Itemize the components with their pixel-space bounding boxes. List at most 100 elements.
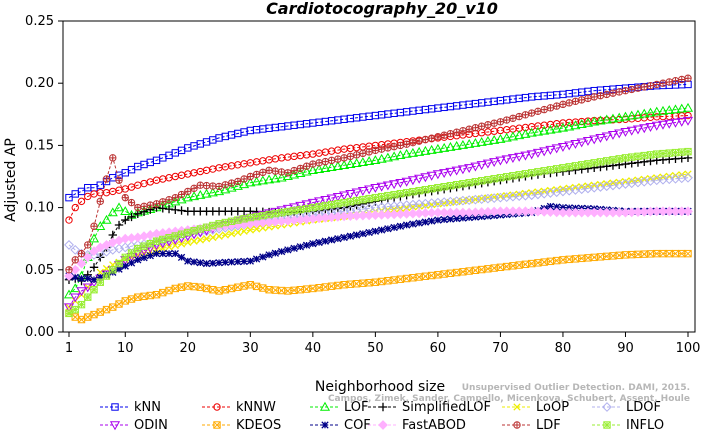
data-point [470,162,481,172]
data-point [395,150,406,160]
data-point [484,176,492,184]
data-point [584,94,592,103]
legend-item-loop: LoOP [502,400,569,415]
data-point [171,241,179,250]
x-tick-label: 90 [617,341,634,356]
data-point [470,137,481,147]
data-point [445,167,456,177]
data-point [115,300,123,308]
data-point [234,177,242,186]
data-point [252,225,261,233]
data-point [540,258,548,266]
data-point [302,204,311,213]
series-kdeos [65,249,692,324]
data-point [209,221,217,230]
data-point [426,144,437,154]
data-point [464,164,475,174]
data-point [584,160,592,168]
legend-label: LoOP [536,400,569,415]
data-point [415,137,423,145]
data-point [84,192,92,201]
data-point [265,166,273,174]
data-point [520,151,531,161]
data-point [184,144,192,152]
data-point [615,155,623,163]
data-point [209,233,217,242]
data-point [521,111,530,119]
data-point [295,168,306,177]
data-point [340,154,348,162]
data-point [121,262,129,270]
legend-marker [602,402,612,412]
legend-item-kdeos: KDEOS [202,418,281,433]
data-point [246,226,254,234]
data-point [678,75,686,84]
data-point [240,215,248,223]
data-point [246,213,255,222]
data-point [545,124,556,134]
data-point [77,197,86,206]
data-point [246,281,255,289]
data-point [221,218,230,227]
data-point [357,186,368,196]
data-point [77,187,86,196]
data-point [382,152,393,162]
series-inflo [65,147,692,318]
data-point [534,168,542,176]
data-point [459,180,467,188]
data-point [527,169,536,177]
legend-label: LDOF [626,400,661,415]
data-point [434,183,442,192]
data-point [140,254,148,262]
data-point [214,186,225,196]
data-point [532,126,543,136]
data-point [77,249,86,258]
data-point [659,149,667,158]
data-point [120,206,131,216]
data-point [301,200,312,210]
data-point [164,204,174,214]
data-point [207,187,218,197]
data-point [639,108,650,118]
data-point [653,80,661,89]
data-point [670,104,681,114]
x-tick-label: 20 [180,341,197,356]
data-point [565,255,573,264]
axes: 1 10 20 30 40 50 60 70 80 90 100 0.00 0.05 0.10 0.15 0.… [25,14,700,356]
watermark-line-1: Unsupervised Outlier Detection. DAMI, 20… [462,383,690,393]
data-point [646,151,655,159]
legend-marker [111,403,119,411]
data-point [96,197,104,206]
data-point [165,234,173,242]
data-point [683,172,693,183]
y-tick-label: 0.05 [25,263,54,278]
data-point [490,175,498,183]
data-point [65,193,73,202]
data-point [546,104,555,112]
data-point [184,257,192,265]
data-point [396,222,405,230]
data-point [188,191,200,201]
data-point [546,257,555,266]
data-point [534,107,542,116]
data-point [171,232,179,240]
data-point [115,265,123,273]
data-point [339,160,350,170]
data-point [234,283,242,291]
data-point [96,278,104,286]
data-point [471,178,480,186]
data-point [684,147,692,156]
data-point [246,172,255,181]
data-point [159,198,167,206]
series-knnw [65,111,692,224]
data-point [451,140,462,150]
data-point [190,258,198,266]
data-point [115,259,123,268]
data-point [615,88,623,96]
data-point [671,148,680,157]
data-point [227,258,236,266]
data-point [109,174,117,182]
data-point [64,271,74,281]
data-point [113,202,125,212]
data-point [596,158,605,166]
